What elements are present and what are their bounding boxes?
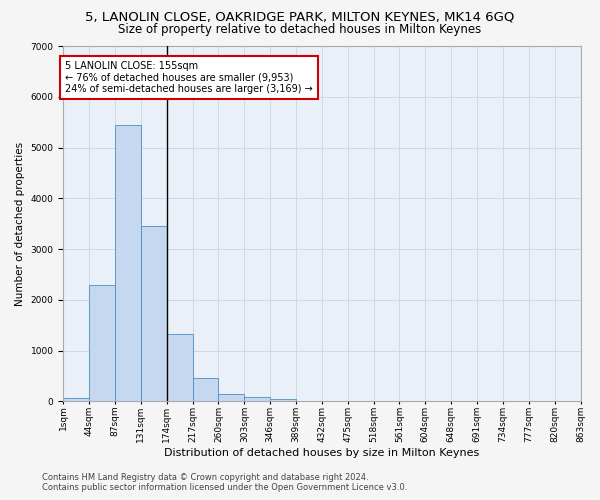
Bar — [270, 399, 296, 402]
Bar — [296, 401, 322, 402]
Bar — [218, 394, 244, 402]
Bar — [244, 398, 270, 402]
Bar — [141, 226, 167, 402]
Text: 5, LANOLIN CLOSE, OAKRIDGE PARK, MILTON KEYNES, MK14 6GQ: 5, LANOLIN CLOSE, OAKRIDGE PARK, MILTON … — [85, 10, 515, 23]
Bar — [193, 378, 218, 402]
Bar — [63, 398, 89, 402]
Bar — [167, 334, 193, 402]
Bar — [115, 124, 141, 402]
Text: 5 LANOLIN CLOSE: 155sqm
← 76% of detached houses are smaller (9,953)
24% of semi: 5 LANOLIN CLOSE: 155sqm ← 76% of detache… — [65, 61, 313, 94]
Y-axis label: Number of detached properties: Number of detached properties — [15, 142, 25, 306]
Text: Size of property relative to detached houses in Milton Keynes: Size of property relative to detached ho… — [118, 22, 482, 36]
Bar — [89, 284, 115, 402]
Text: Contains HM Land Registry data © Crown copyright and database right 2024.
Contai: Contains HM Land Registry data © Crown c… — [42, 473, 407, 492]
X-axis label: Distribution of detached houses by size in Milton Keynes: Distribution of detached houses by size … — [164, 448, 479, 458]
